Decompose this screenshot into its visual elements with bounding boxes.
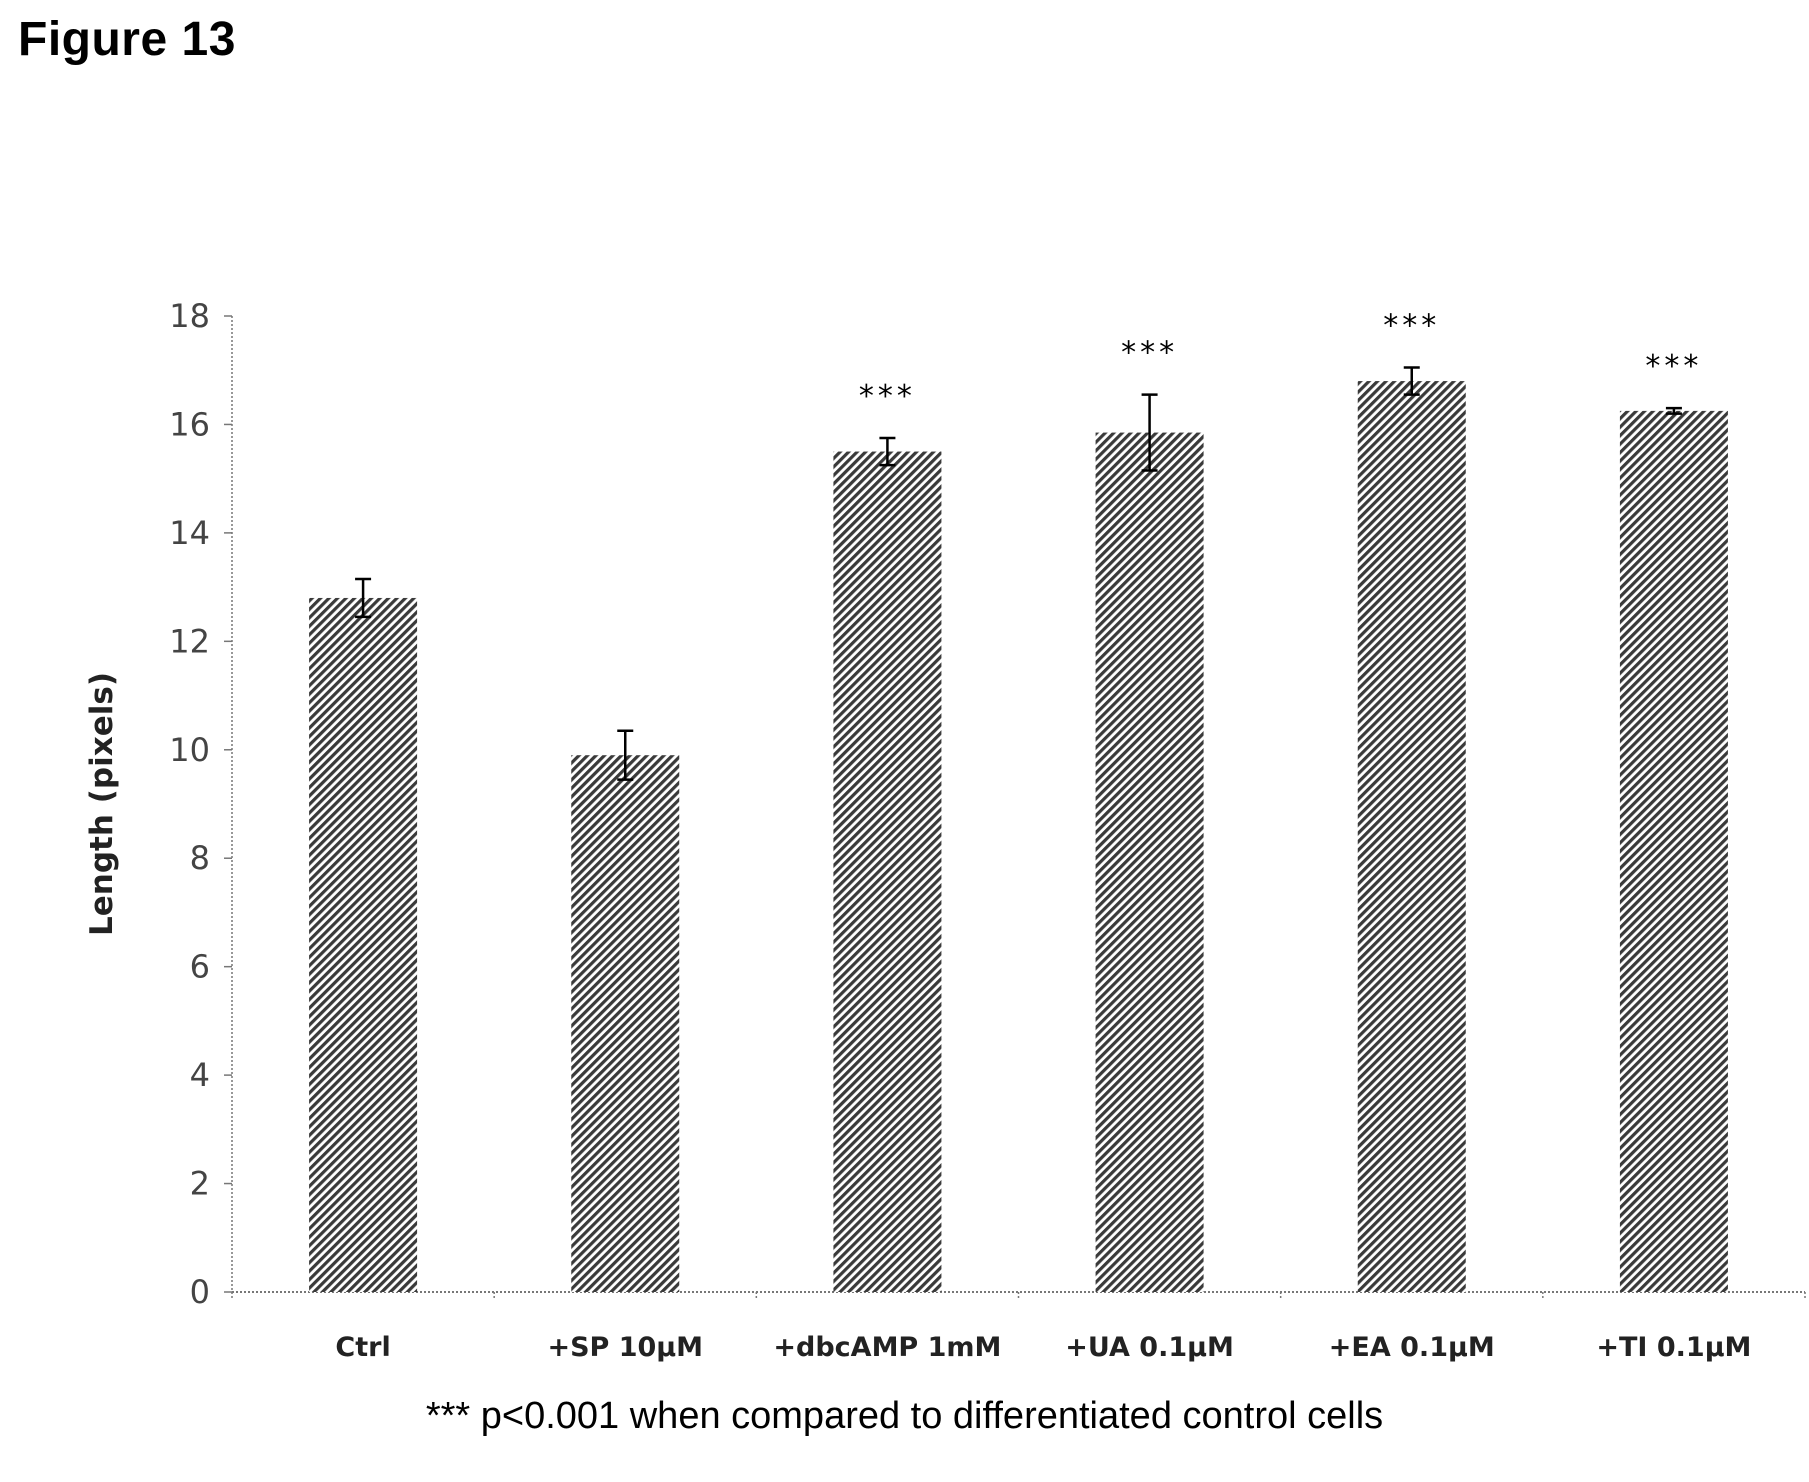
y-tick-label: 10 (169, 731, 210, 769)
y-tick-label: 8 (190, 839, 210, 877)
y-tick-label: 16 (169, 405, 210, 443)
bar (1095, 432, 1204, 1293)
figure-title: Figure 13 (18, 13, 236, 66)
y-tick-label: 12 (169, 622, 210, 660)
category-label: Ctrl (335, 1332, 390, 1363)
category-label: +dbcAMP 1mM (773, 1332, 1001, 1363)
category-label: +SP 10µM (547, 1332, 703, 1363)
bar (1619, 410, 1728, 1292)
significance-footnote: *** p<0.001 when compared to differentia… (425, 1395, 1384, 1437)
y-tick-label: 4 (190, 1056, 210, 1094)
bar (571, 755, 680, 1292)
significance-marker: *** (1645, 349, 1702, 384)
chart-bars (309, 366, 1728, 1293)
significance-marker: *** (1383, 309, 1440, 344)
bar (309, 597, 418, 1292)
y-tick-label: 14 (169, 514, 210, 552)
chart-labels: Length (pixels) Ctrl +SP 10µM *** +dbcAMP 1m… (84, 309, 1751, 1363)
bar (833, 451, 942, 1292)
y-tick-label: 2 (190, 1165, 210, 1203)
y-tick-label: 6 (190, 948, 210, 986)
category-label: +UA 0.1µM (1065, 1332, 1234, 1363)
y-tick-label: 18 (169, 297, 210, 335)
significance-marker: *** (859, 379, 916, 414)
y-axis-label: Length (pixels) (84, 672, 120, 936)
significance-marker: *** (1121, 336, 1178, 371)
chart-axes: 0 2 4 6 8 10 12 14 16 18 (169, 297, 1806, 1311)
bar (1357, 381, 1466, 1293)
category-label: +TI 0.1µM (1596, 1332, 1751, 1363)
category-label: +EA 0.1µM (1329, 1332, 1495, 1363)
y-tick-label: 0 (190, 1273, 210, 1311)
